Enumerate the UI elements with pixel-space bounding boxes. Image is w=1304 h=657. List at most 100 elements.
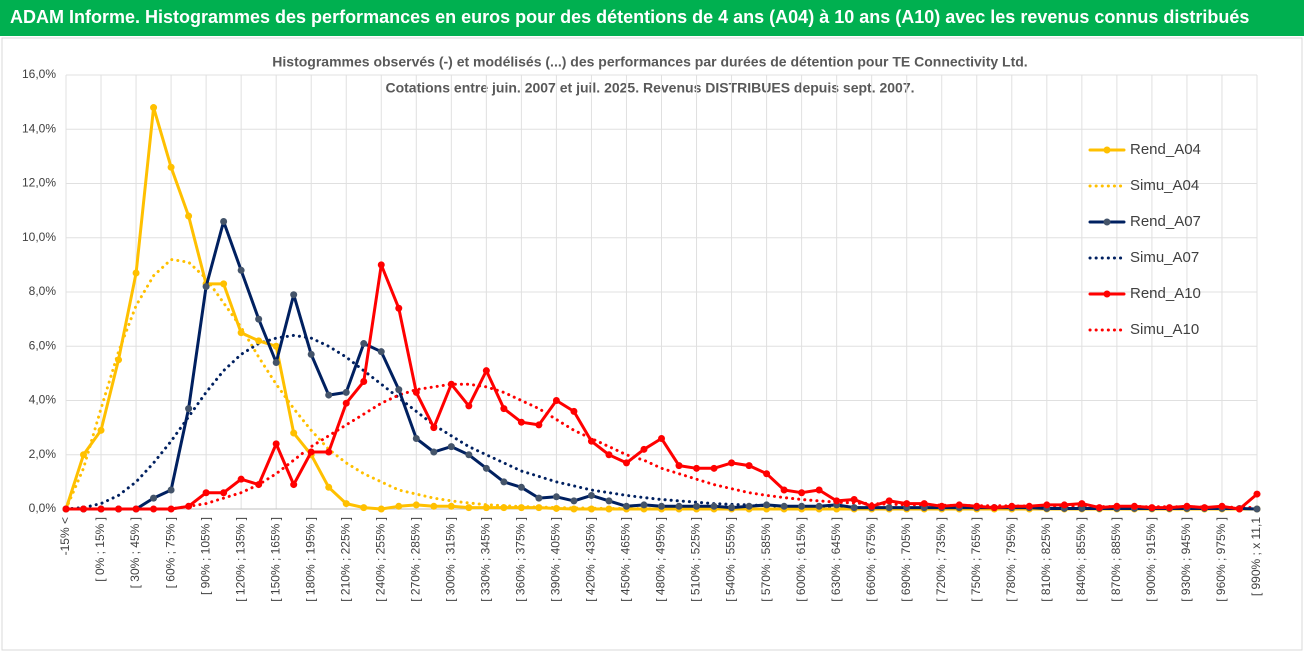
data-point <box>255 315 263 323</box>
data-point <box>62 505 70 513</box>
x-tick-label: [ 750% ; 765% ] <box>969 517 983 602</box>
x-tick-label: [ 270% ; 285% ] <box>408 517 422 602</box>
data-point <box>850 504 858 512</box>
x-tick-label: [ 660% ; 675% ] <box>864 517 878 602</box>
data-point <box>1148 504 1156 512</box>
data-point <box>552 504 560 512</box>
data-point <box>342 388 350 396</box>
data-point <box>255 337 263 345</box>
x-tick-label: [ 0% ; 15% ] <box>93 517 107 582</box>
y-tick-label: 10,0% <box>22 230 56 244</box>
data-point <box>150 494 158 502</box>
data-point <box>115 356 123 364</box>
data-point <box>412 388 420 396</box>
data-point <box>220 489 228 497</box>
data-point <box>80 451 88 459</box>
data-point <box>780 486 788 494</box>
data-point <box>763 501 771 509</box>
legend-label: Rend_A04 <box>1130 141 1201 158</box>
data-point <box>1113 502 1121 510</box>
data-point <box>517 504 525 512</box>
data-point <box>710 502 718 510</box>
x-tick-label: [ 30% ; 45% ] <box>128 517 142 588</box>
data-point <box>482 504 490 512</box>
data-point <box>412 434 420 442</box>
data-point <box>745 502 753 510</box>
data-point <box>342 399 350 407</box>
legend-label: Rend_A07 <box>1130 213 1201 230</box>
data-point <box>955 501 963 509</box>
data-point <box>850 496 858 504</box>
data-point <box>535 494 543 502</box>
data-point <box>500 504 508 512</box>
data-point <box>465 402 473 410</box>
data-point <box>272 440 280 448</box>
data-point <box>167 163 175 171</box>
data-point <box>587 491 595 499</box>
header-bar <box>0 0 1304 36</box>
legend-label: Simu_A07 <box>1130 249 1199 266</box>
data-point <box>202 489 210 497</box>
data-point <box>1130 502 1138 510</box>
data-point <box>220 280 228 288</box>
data-point <box>360 504 368 512</box>
data-point <box>237 329 245 337</box>
x-tick-label: [ 480% ; 495% ] <box>654 517 668 602</box>
x-tick-label: [ 210% ; 225% ] <box>338 517 352 602</box>
data-point <box>447 380 455 388</box>
data-point <box>622 502 630 510</box>
data-point <box>115 505 123 513</box>
data-point <box>237 475 245 483</box>
data-point <box>377 261 385 269</box>
data-point <box>1253 490 1261 498</box>
x-tick-label: [ 720% ; 735% ] <box>934 517 948 602</box>
data-point <box>798 489 806 497</box>
x-tick-label: [ 930% ; 945% ] <box>1179 517 1193 602</box>
data-point <box>500 405 508 413</box>
data-point <box>325 448 333 456</box>
data-point <box>290 481 298 489</box>
legend-marker <box>1103 146 1111 154</box>
x-tick-label: [ 870% ; 885% ] <box>1109 517 1123 602</box>
data-point <box>482 464 490 472</box>
data-point <box>150 104 158 112</box>
data-point <box>1165 504 1173 512</box>
data-point <box>517 483 525 491</box>
x-tick-label: [ 90% ; 105% ] <box>198 517 212 595</box>
data-point <box>325 483 333 491</box>
data-point <box>290 429 298 437</box>
data-point <box>658 502 665 510</box>
y-tick-label: 4,0% <box>29 393 57 407</box>
x-tick-label: [ 900% ; 915% ] <box>1144 517 1158 602</box>
data-point <box>1200 504 1208 512</box>
x-tick-label: [ 960% ; 975% ] <box>1214 517 1228 602</box>
y-tick-label: 8,0% <box>29 284 57 298</box>
x-tick-label: [ 810% ; 825% ] <box>1039 517 1053 602</box>
data-point <box>1008 502 1016 510</box>
x-tick-label: [ 540% ; 555% ] <box>724 517 738 602</box>
data-point <box>552 493 560 501</box>
x-tick-label: [ 180% ; 195% ] <box>303 517 317 602</box>
legend-marker <box>1103 218 1111 226</box>
data-point <box>97 426 105 434</box>
data-point <box>587 437 595 445</box>
data-point <box>1025 502 1033 510</box>
data-point <box>237 266 245 274</box>
data-point <box>938 502 946 510</box>
data-point <box>395 502 403 510</box>
data-point <box>97 505 105 513</box>
data-point <box>622 459 630 467</box>
x-tick-label: [ 630% ; 645% ] <box>829 517 843 602</box>
data-point <box>990 504 998 512</box>
data-point <box>885 504 893 512</box>
data-point <box>833 497 841 505</box>
x-tick-label: -15% < <box>58 517 72 555</box>
data-point <box>535 504 543 512</box>
x-tick-label: [ 690% ; 705% ] <box>899 517 913 602</box>
data-point <box>605 505 613 513</box>
x-tick-label: [ 990% ; x 11,1 <box>1249 517 1263 596</box>
x-tick-label: [ 390% ; 405% ] <box>549 517 563 602</box>
y-tick-label: 16,0% <box>22 67 56 81</box>
data-point <box>325 391 333 399</box>
